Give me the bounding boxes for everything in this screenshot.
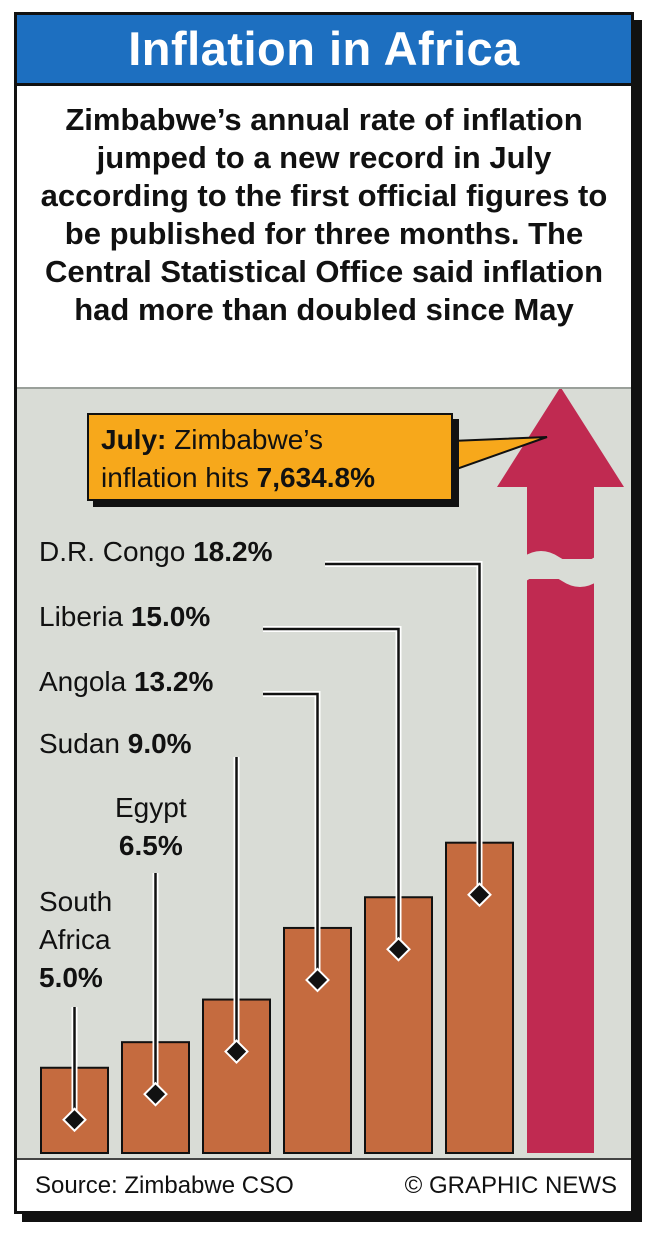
chart-title: Inflation in Africa — [128, 22, 520, 75]
label-d-r-congo: D.R. Congo 18.2% — [39, 536, 273, 567]
bar-marker-diamond — [386, 936, 411, 962]
chart-subtitle: Zimbabwe’s annual rate of inflation jump… — [40, 102, 608, 327]
label-south-africa: South Africa 5.0% — [39, 886, 113, 993]
infographic-frame: Inflation in Africa Zimbabwe’s annual ra… — [14, 12, 634, 1214]
bar-marker-diamond — [305, 967, 330, 993]
bar-marker-diamond — [62, 1107, 87, 1133]
label-angola: Angola 13.2% — [39, 666, 214, 697]
bar-angola — [283, 926, 352, 1154]
callout-line2: inflation hits — [101, 462, 249, 493]
bar-marker-diamond — [143, 1081, 168, 1107]
leader-line — [325, 562, 481, 895]
label-liberia: Liberia 15.0% — [39, 601, 211, 632]
bar-marker-diamond — [224, 1039, 249, 1064]
callout-month: July: — [101, 424, 167, 455]
axis-break — [523, 551, 598, 587]
bar-liberia — [364, 896, 433, 1154]
credit-note: © GRAPHIC NEWS — [404, 1172, 617, 1199]
label-sudan: Sudan 9.0% — [39, 728, 192, 759]
bar-zimbabwe-arrow-head — [497, 389, 624, 559]
label-egypt: Egypt 6.5% — [115, 792, 187, 861]
bar-chart — [40, 389, 624, 1154]
callout-text: July: Zimbabwe’s inflation hits 7,634.8% — [101, 421, 375, 497]
zimbabwe-callout: July: Zimbabwe’s inflation hits 7,634.8% — [87, 413, 453, 501]
leader-line — [263, 692, 319, 980]
callout-value: 7,634.8% — [256, 462, 375, 493]
footer: Source: Zimbabwe CSO © GRAPHIC NEWS — [17, 1158, 631, 1211]
callout-line1: Zimbabwe’s — [174, 424, 324, 455]
chart-area: July: Zimbabwe’s inflation hits 7,634.8%… — [17, 387, 631, 1160]
bar-marker-diamond — [467, 882, 492, 908]
source-note: Source: Zimbabwe CSO — [35, 1172, 294, 1199]
title-bar: Inflation in Africa — [17, 15, 631, 86]
leader-line — [263, 627, 400, 950]
bar-zimbabwe-lower — [527, 579, 594, 1153]
